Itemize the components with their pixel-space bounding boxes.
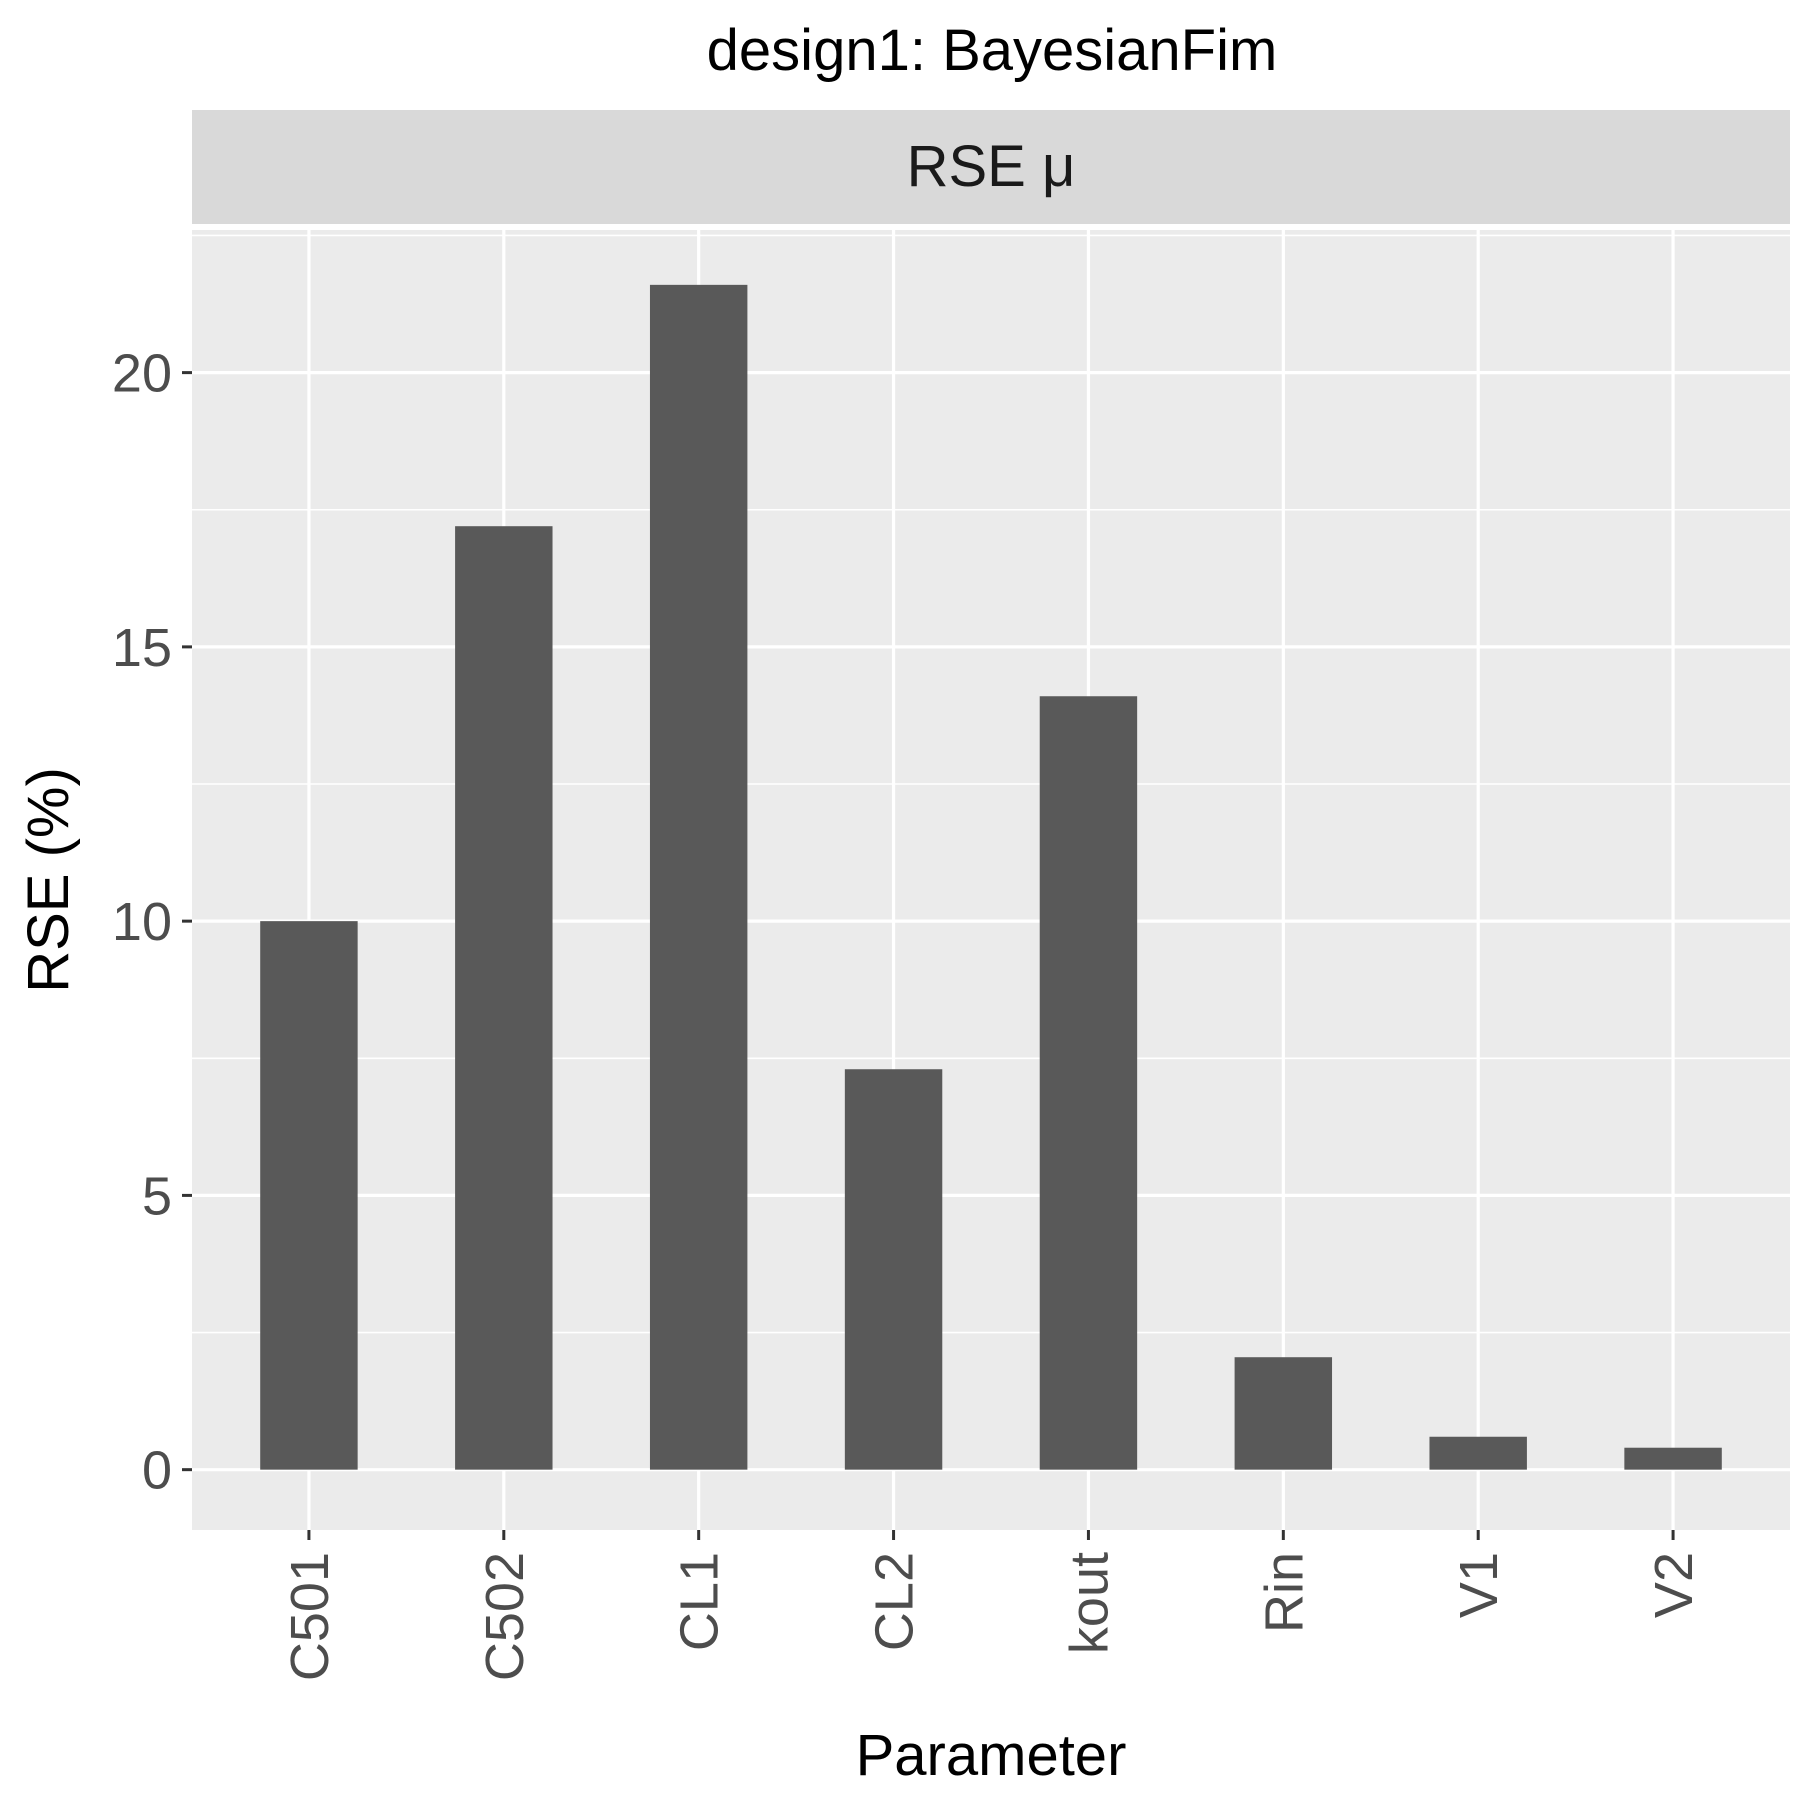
y-tick-label: 5 xyxy=(142,1166,172,1226)
plot-panel-background xyxy=(192,230,1790,1530)
y-tick-label: 10 xyxy=(112,892,172,952)
x-tick-label: Rin xyxy=(1254,1552,1314,1633)
facet-strip: RSE μ xyxy=(192,110,1790,224)
bar-c501 xyxy=(260,921,358,1470)
x-tick-label: V2 xyxy=(1644,1552,1704,1618)
bar-cl1 xyxy=(649,284,748,1470)
x-tick-label: C502 xyxy=(475,1552,535,1681)
x-tick-label: kout xyxy=(1059,1552,1119,1654)
x-tick-label: C501 xyxy=(280,1552,340,1681)
x-axis: C501 C502 CL1 CL2 kout Rin V1 V2 xyxy=(280,1530,1704,1681)
bar-rin xyxy=(1234,1357,1333,1470)
facet-strip-background xyxy=(192,110,1790,224)
bar-v1 xyxy=(1429,1436,1527,1470)
y-axis: 0 5 10 15 20 xyxy=(112,344,192,1501)
y-tick-label: 15 xyxy=(112,618,172,678)
bar-cl2 xyxy=(844,1069,943,1470)
chart-title: design1: BayesianFim xyxy=(707,18,1278,83)
facet-strip-label: RSE μ xyxy=(907,134,1076,199)
x-tick-label: CL2 xyxy=(865,1552,925,1651)
bars xyxy=(260,284,1722,1470)
x-axis-title: Parameter xyxy=(856,1723,1127,1788)
bar-v2 xyxy=(1624,1447,1722,1470)
x-tick-label: V1 xyxy=(1449,1552,1509,1618)
y-tick-label: 0 xyxy=(142,1441,172,1501)
y-axis-title: RSE (%) xyxy=(16,767,81,993)
bar-c502 xyxy=(455,526,553,1470)
plot-panel xyxy=(192,230,1790,1530)
bar-kout xyxy=(1039,696,1138,1470)
y-tick-label: 20 xyxy=(112,344,172,404)
x-tick-label: CL1 xyxy=(670,1552,730,1651)
